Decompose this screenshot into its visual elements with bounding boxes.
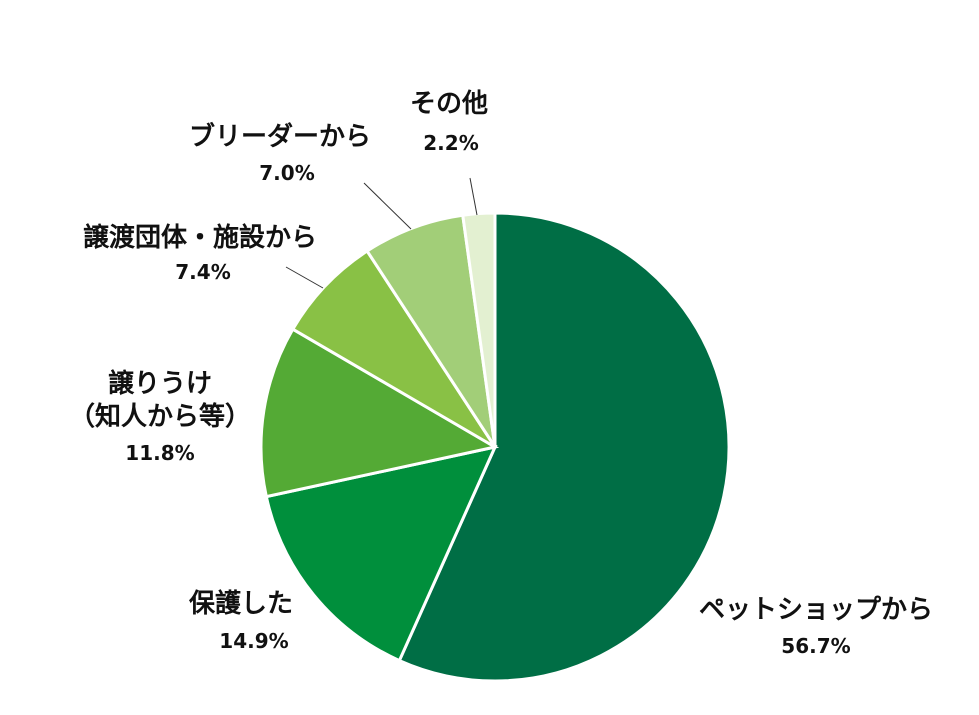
label-pet-shop: ペットショップから 56.7% <box>699 595 933 658</box>
leader-line-shelter <box>285 266 324 289</box>
slice-label: 譲渡団体・施設から <box>83 222 317 253</box>
leader-lines <box>285 177 478 289</box>
leader-line-breeder <box>363 182 412 230</box>
label-rescued: 保護した 14.9% <box>188 588 293 653</box>
slice-value-label: 2.2% <box>423 131 478 155</box>
pie-slice-3 <box>290 248 497 449</box>
slice-value-label: 7.4% <box>175 260 230 284</box>
slice-label: 譲りうけ <box>108 368 212 399</box>
slice-label: その他 <box>410 89 488 119</box>
slice-label: ペットショップから <box>699 595 933 625</box>
label-breeder: ブリーダーから 7.0% <box>189 121 371 185</box>
slice-value-label: 7.0% <box>259 161 314 185</box>
slice-value-label: 56.7% <box>781 634 850 658</box>
pie-slices <box>259 211 731 683</box>
slice-value-label: 11.8% <box>125 441 194 465</box>
leader-line-other <box>469 177 478 216</box>
label-acquaintance: 譲りうけ （知人から等） 11.8% <box>69 368 251 465</box>
slice-label: 保護した <box>188 588 293 619</box>
pie-slice-5 <box>461 211 497 448</box>
slice-label: ブリーダーから <box>189 121 371 152</box>
pie-slice-1 <box>264 444 498 663</box>
label-other: その他 2.2% <box>410 89 488 155</box>
pie-slice-0 <box>397 211 731 683</box>
label-shelter: 譲渡団体・施設から 7.4% <box>83 222 317 284</box>
pie-labels: ペットショップから 56.7% 保護した 14.9% 譲りうけ （知人から等） … <box>69 89 933 658</box>
pie-slice-4 <box>365 213 497 448</box>
pie-slice-2 <box>259 327 500 499</box>
slice-value-label: 14.9% <box>219 629 288 653</box>
slice-label-line-2: （知人から等） <box>69 401 251 432</box>
